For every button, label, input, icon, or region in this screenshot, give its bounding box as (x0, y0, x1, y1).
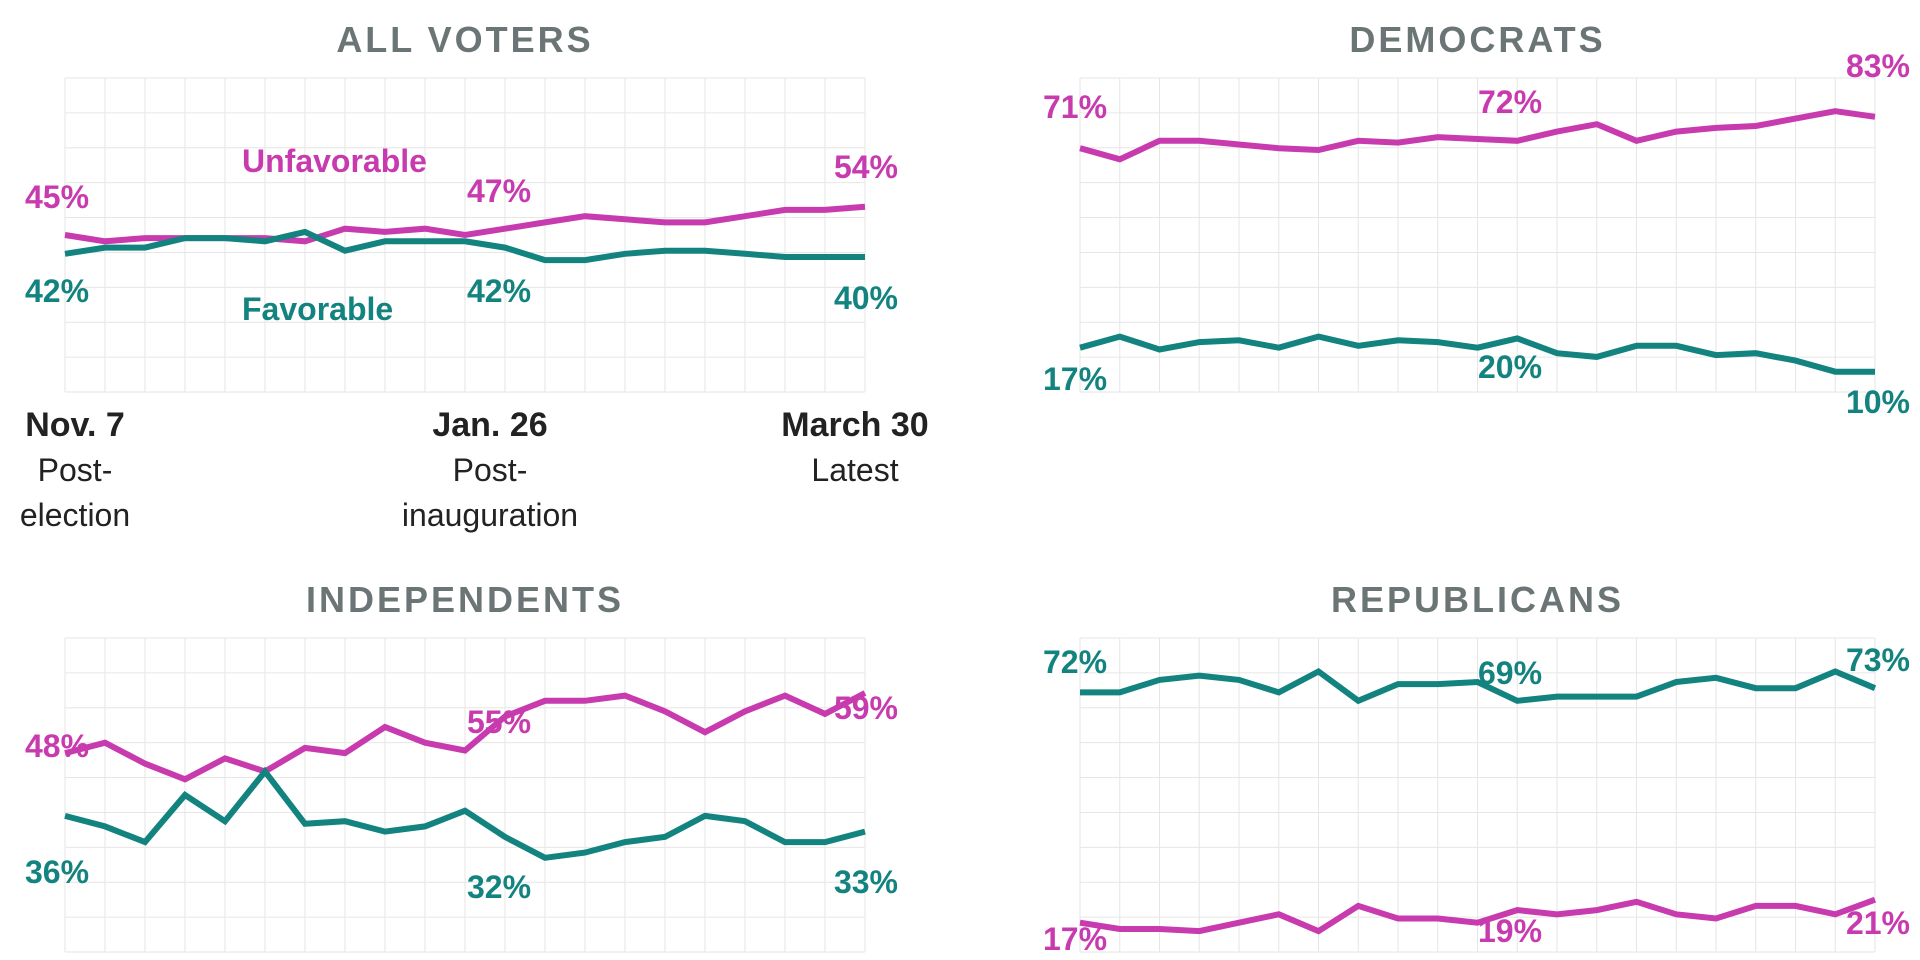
series-line-unfavorable (1079, 896, 1877, 935)
tick-date: March 30 (781, 406, 928, 444)
series-line-favorable (64, 766, 866, 861)
data-label-unfavorable: 72% (1478, 84, 1542, 120)
data-label-unfavorable: 48% (25, 728, 89, 764)
x-axis-ticks: Nov. 7 Post-election Jan. 26 Post-inaugurat… (20, 406, 929, 533)
legend-unfavorable: Unfavorable (242, 143, 427, 179)
data-label-favorable: 20% (1478, 349, 1542, 385)
data-label-unfavorable: 45% (25, 179, 89, 215)
data-label-favorable: 42% (467, 273, 531, 309)
data-label-favorable: 42% (25, 273, 89, 309)
tick-caption: Post- (453, 452, 528, 488)
panel-republicans: REPUBLICANS 72% 69% 73% 17% 19% 21% (1043, 579, 1910, 957)
data-label-unfavorable: 55% (467, 704, 531, 740)
chart-title: DEMOCRATS (1349, 19, 1605, 60)
series-line-favorable (1079, 333, 1875, 375)
data-label-favorable: 10% (1846, 384, 1910, 420)
series-line-favorable (64, 228, 865, 264)
legend-favorable: Favorable (242, 291, 393, 327)
data-label-unfavorable: 17% (1043, 921, 1107, 957)
data-label-favorable: 72% (1043, 644, 1107, 680)
data-label-unfavorable: 59% (834, 690, 898, 726)
tick-caption: Latest (811, 452, 898, 488)
series-line-unfavorable (1079, 108, 1876, 163)
data-label-favorable: 40% (834, 280, 898, 316)
data-label-unfavorable: 71% (1043, 89, 1107, 125)
data-label-unfavorable: 19% (1478, 913, 1542, 949)
panel-all-voters: ALL VOTERS 45% 47% 54% 42% 42% 40% Unfavorable F… (25, 19, 898, 393)
series-line-unfavorable (64, 690, 867, 783)
series-line-favorable (1080, 667, 1877, 705)
grid (64, 637, 866, 953)
data-label-favorable: 32% (467, 869, 531, 905)
data-label-favorable: 73% (1846, 642, 1910, 678)
tick-caption: election (20, 497, 130, 533)
panel-democrats: DEMOCRATS 71% 72% 83% 17% 20% 10% (1043, 19, 1910, 420)
data-label-unfavorable: 54% (834, 149, 898, 185)
data-label-favorable: 17% (1043, 361, 1107, 397)
data-label-favorable: 33% (834, 864, 898, 900)
data-label-unfavorable: 47% (467, 173, 531, 209)
grid (1079, 637, 1876, 953)
chart-title: ALL VOTERS (336, 19, 593, 60)
chart-title: REPUBLICANS (1331, 579, 1624, 620)
tick-caption: Post- (38, 452, 113, 488)
data-label-unfavorable: 21% (1846, 905, 1910, 941)
data-label-favorable: 69% (1478, 655, 1542, 691)
tick-date: Nov. 7 (25, 406, 125, 444)
data-label-favorable: 36% (25, 854, 89, 890)
tick-caption: inauguration (402, 497, 578, 533)
grid (64, 77, 866, 393)
tick-date: Jan. 26 (432, 406, 547, 444)
data-label-unfavorable: 83% (1846, 48, 1910, 84)
chart-title: INDEPENDENTS (306, 579, 624, 620)
panel-independents: INDEPENDENTS 48% 55% 59% 36% 32% 33% (25, 579, 898, 953)
